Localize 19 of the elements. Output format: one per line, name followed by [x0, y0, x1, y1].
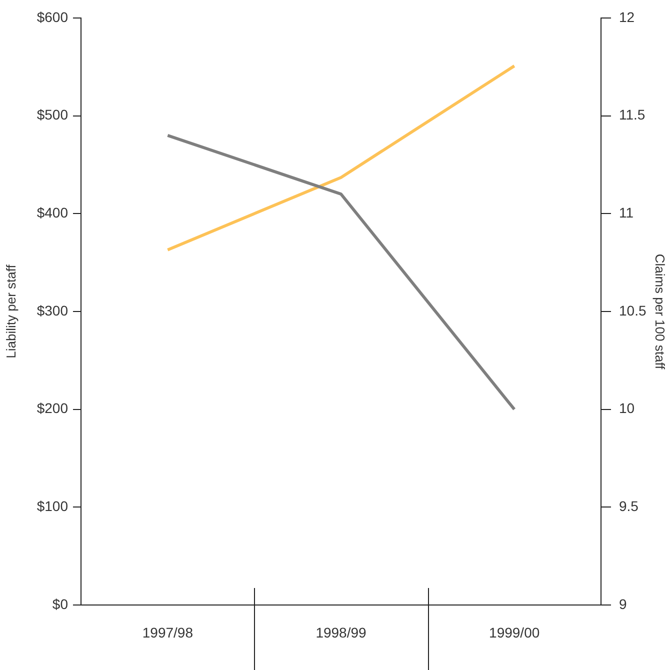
- y2-tick-label: 12: [619, 8, 635, 25]
- y-tick-label: $300: [36, 302, 68, 318]
- y2-tick-label: 10.5: [619, 302, 646, 318]
- x-tick-label: 1997/98: [142, 624, 194, 640]
- y2-tick-label: 9: [619, 596, 627, 612]
- y-tick-label: $100: [36, 498, 68, 514]
- y2-tick-label: 10: [619, 400, 635, 416]
- y-tick-label: $0: [52, 596, 68, 612]
- y2-axis-title: Claims per 100 staff: [652, 254, 668, 370]
- y-tick-label: $500: [36, 106, 68, 123]
- x-tick-label: 1998/99: [316, 624, 367, 640]
- x-tick-label: 1999/00: [489, 624, 540, 640]
- y2-tick-label: 9.5: [619, 498, 639, 514]
- y-tick-label: $400: [36, 204, 68, 221]
- y2-tick-label: 11: [619, 204, 634, 221]
- y-tick-label: $200: [36, 400, 68, 416]
- y2-tick-label: 11.5: [619, 106, 646, 123]
- y-axis-title: Liability per staff: [3, 264, 18, 358]
- y-tick-label: $600: [36, 8, 68, 25]
